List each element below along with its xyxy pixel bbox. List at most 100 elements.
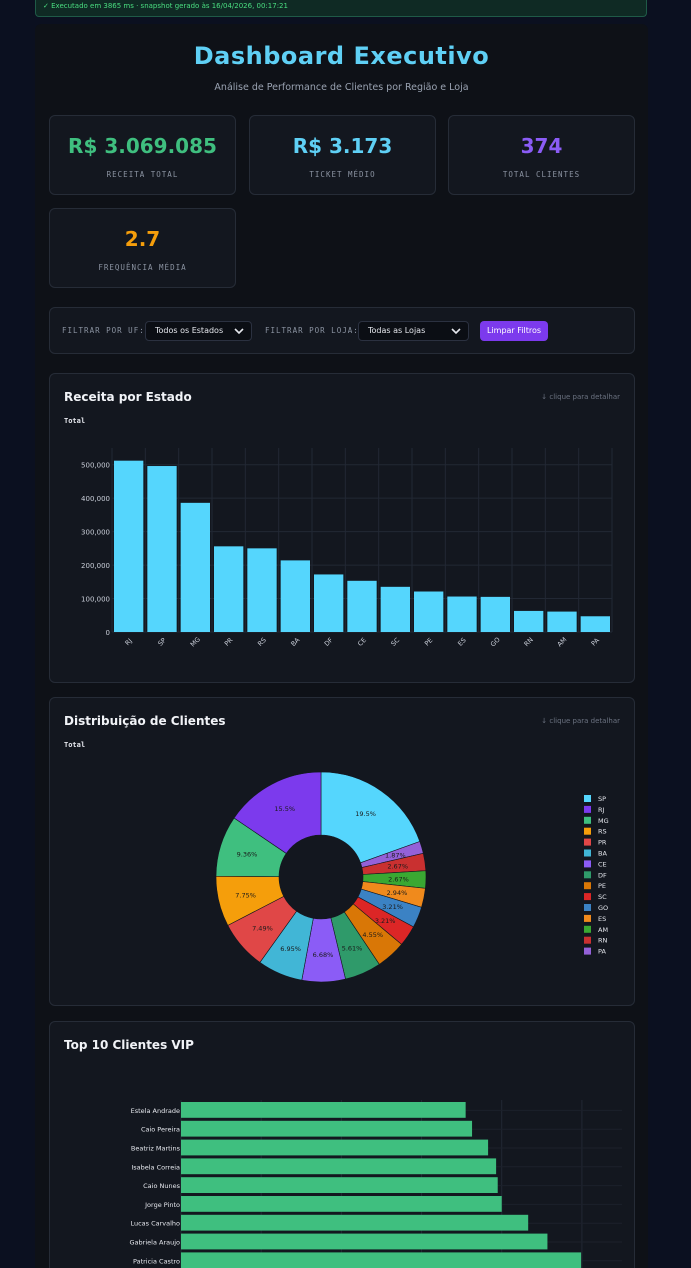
slice-value-label: 2.67%	[387, 862, 408, 870]
page-title: Dashboard Executivo	[193, 42, 490, 70]
legend-label: RN	[598, 937, 608, 945]
clear-filters-button[interactable]: Limpar Filtros	[480, 321, 548, 341]
legend-swatch-ce	[584, 860, 591, 868]
x-tick-label: GO	[489, 636, 502, 649]
y-tick-label: 0	[106, 629, 110, 637]
legend-swatch-go	[584, 904, 591, 911]
y-tick-label: Patricia Castro	[133, 1257, 180, 1265]
legend-label: SP	[598, 795, 606, 803]
y-tick-label: Gabriela Araujo	[130, 1239, 181, 1247]
kpi-card-ticket-medio: R$ 3.173 TICKET MÉDIO	[249, 115, 436, 195]
y-tick-label: 300,000	[81, 529, 110, 537]
legend-swatch-mg	[584, 816, 591, 824]
slice-value-label: 2.94%	[387, 889, 408, 897]
dashboard-app: Dashboard Executivo Análise de Performan…	[35, 24, 648, 1268]
legend-label: AM	[598, 926, 608, 934]
legend-swatch-df	[584, 871, 591, 879]
x-tick-label: DF	[323, 636, 335, 648]
y-tick-label: Beatriz Martins	[131, 1145, 181, 1153]
slice-value-label: 9.36%	[237, 850, 258, 858]
chart-subtitle: Total	[64, 417, 86, 425]
y-tick-label: Lucas Carvalho	[130, 1220, 180, 1228]
bar-go	[480, 596, 510, 632]
kpi-value: 2.7	[124, 227, 161, 251]
legend-label: SC	[598, 893, 607, 901]
filter-loja-label: FILTRAR POR LOJA:	[265, 326, 359, 335]
revenue-by-state-card: Receita por Estado ↓ clique para detalha…	[49, 373, 635, 683]
legend-swatch-pe	[584, 882, 591, 890]
bar-ce	[347, 580, 377, 632]
y-tick-label: Caio Pereira	[141, 1126, 180, 1134]
bar-pr	[214, 546, 244, 632]
legend-label: GO	[598, 904, 608, 912]
x-tick-label: RJ	[124, 637, 134, 647]
card-title: Receita por Estado	[64, 390, 192, 404]
legend-swatch-pr	[584, 838, 591, 846]
kpi-label: TICKET MÉDIO	[309, 170, 376, 179]
loja-select-value: Todas as Lojas	[368, 326, 426, 335]
legend-swatch-sp	[584, 795, 591, 802]
legend-swatch-es	[584, 914, 591, 922]
y-tick-label: 200,000	[81, 562, 110, 570]
legend-label: PE	[598, 882, 606, 890]
slice-value-label: 4.55%	[362, 931, 383, 939]
top-vip-clients-card: Top 10 Clientes VIP 010,00020,00030,0004…	[49, 1021, 635, 1268]
hbar-isabela-correia	[181, 1158, 497, 1175]
y-tick-label: 500,000	[81, 462, 110, 470]
kpi-value: R$ 3.173	[292, 134, 393, 158]
bar-es	[447, 596, 477, 632]
legend-label: RJ	[598, 806, 605, 814]
kpi-label: TOTAL CLIENTES	[502, 170, 581, 179]
legend-label: DF	[598, 871, 607, 879]
slice-value-label: 5.61%	[342, 945, 363, 953]
card-title: Distribuição de Clientes	[64, 714, 226, 728]
x-tick-label: PA	[590, 636, 602, 648]
drilldown-hint[interactable]: ↓ clique para detalhar	[541, 717, 620, 725]
bar-mg	[180, 502, 210, 632]
drilldown-hint[interactable]: ↓ clique para detalhar	[541, 393, 620, 401]
legend-swatch-am	[584, 925, 591, 933]
bar-pe	[414, 591, 444, 632]
slice-rj	[233, 771, 322, 854]
bar-ba	[280, 560, 310, 632]
slice-value-label: 15.5%	[274, 805, 295, 813]
x-tick-label: PE	[423, 636, 434, 647]
hbar-lucas-carvalho	[181, 1214, 529, 1231]
legend-label: ES	[598, 915, 606, 923]
legend-swatch-sc	[584, 893, 591, 901]
slice-sp	[320, 771, 421, 864]
page-subtitle: Análise de Performance de Clientes por R…	[214, 82, 469, 93]
client-donut-chart[interactable]: 19.5% 1.87% 2.67% 2.67% 2.94% 3.21% 3.21% 4.55%…	[50, 698, 636, 1007]
uf-select-value: Todos os Estados	[155, 326, 224, 335]
bar-am	[547, 611, 577, 632]
uf-select[interactable]: Todos os Estados	[145, 321, 252, 341]
x-tick-label: RS	[256, 636, 268, 648]
y-tick-label: Estela Andrade	[131, 1107, 180, 1115]
x-tick-label: PR	[223, 636, 235, 648]
legend-swatch-rs	[584, 827, 591, 835]
legend-swatch-ba	[584, 849, 591, 857]
slice-value-label: 6.68%	[313, 951, 334, 959]
y-tick-label: 400,000	[81, 495, 110, 503]
bar-pa	[580, 616, 610, 632]
revenue-bar-chart[interactable]: 0 100,000 200,000 300,000 400,000 500,000 RJ SP…	[50, 374, 636, 684]
legend-label: RS	[598, 828, 607, 836]
y-tick-label: Caio Nunes	[143, 1182, 180, 1190]
loja-select[interactable]: Todas as Lojas	[358, 321, 469, 341]
x-tick-label: AM	[556, 636, 569, 649]
chart-subtitle: Total	[64, 741, 86, 749]
hbar-estela-andrade	[181, 1102, 466, 1118]
slice-value-label: 19.5%	[355, 810, 376, 818]
bar-df	[314, 574, 344, 632]
bar-sc	[380, 586, 410, 632]
x-tick-label: RN	[523, 636, 535, 648]
hbar-gabriela-araujo	[181, 1233, 548, 1250]
y-tick-label: Jorge Pinto	[144, 1201, 180, 1209]
hbar-caio-pereira	[181, 1120, 473, 1137]
kpi-value: 374	[520, 134, 563, 158]
x-tick-label: CE	[356, 636, 368, 648]
bar-rs	[247, 548, 277, 632]
slice-value-label: 1.87%	[385, 852, 406, 860]
legend-label: PR	[598, 839, 607, 847]
